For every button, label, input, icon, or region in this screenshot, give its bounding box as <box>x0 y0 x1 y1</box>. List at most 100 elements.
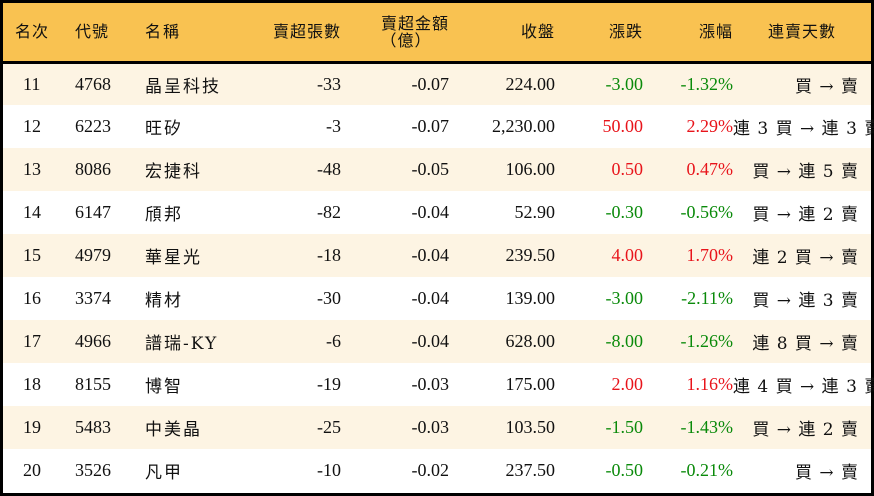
stock-code-cell: 8086 <box>75 159 111 179</box>
change-pct-cell: 0.47% <box>686 159 734 179</box>
table-row[interactable]: 18 8155 博智 -19 -0.03 175.00 2.00 1.16% 連 4 買 → 連… <box>3 363 874 406</box>
table-row[interactable]: 17 4966 譜瑞-KY -6 -0.04 628.00 -8.00 -1.26% 連 8 買… <box>3 320 871 363</box>
header-consecutive-days: 連賣天數 <box>733 3 871 64</box>
consecutive-days-cell: 買 → 連 5 賣 <box>752 162 859 182</box>
stock-name-cell: 博智 <box>145 377 183 397</box>
net-sell-lots-cell: -19 <box>317 374 341 394</box>
rank-cell: 11 <box>23 73 41 94</box>
stock-code-cell: 6147 <box>75 202 111 222</box>
price-change-cell: 0.50 <box>611 159 644 179</box>
table-row[interactable]: 11 4768 晶呈科技 -33 -0.07 224.00 -3.00 -1.32% 買 → 賣 <box>3 62 871 105</box>
header-change-pct: 漲幅 <box>643 3 733 64</box>
rank-cell: 14 <box>23 202 41 222</box>
close-price-cell: 239.50 <box>505 245 556 265</box>
net-sell-lots-cell: -6 <box>326 331 341 351</box>
stock-code-cell: 3526 <box>75 460 111 480</box>
table-row[interactable]: 19 5483 中美晶 -25 -0.03 103.50 -1.50 -1.43% 買 → 連 … <box>3 406 871 449</box>
consecutive-days-cell: 買 → 連 2 賣 <box>752 205 859 225</box>
change-pct-cell: -2.11% <box>681 288 733 308</box>
price-change-cell: 4.00 <box>611 245 644 265</box>
net-sell-lots-cell: -25 <box>317 417 341 437</box>
rank-cell: 19 <box>23 417 41 437</box>
close-price-cell: 139.00 <box>505 288 556 308</box>
consecutive-days-cell: 買 → 賣 <box>794 463 859 483</box>
change-pct-cell: 1.70% <box>686 245 734 265</box>
consecutive-days-cell: 連 2 買 → 賣 <box>752 248 859 268</box>
net-sell-lots-cell: -18 <box>317 245 341 265</box>
close-price-cell: 224.00 <box>505 73 556 94</box>
change-pct-cell: -1.26% <box>680 331 734 351</box>
net-sell-amount-cell: -0.04 <box>411 331 450 351</box>
stock-code-cell: 6223 <box>75 116 111 136</box>
table-row[interactable]: 20 3526 凡甲 -10 -0.02 237.50 -0.50 -0.21% 買 → 賣 <box>3 449 871 492</box>
header-net-sell-amount: 賣超金額 （億） <box>341 3 449 64</box>
net-sell-ranking-table: 名次 代號 名稱 賣超張數 賣超金額 （億） 收盤 漲跌 漲幅 連賣天數 11 4… <box>3 3 874 492</box>
change-pct-cell: -1.32% <box>680 73 734 94</box>
change-pct-cell: 1.16% <box>686 374 734 394</box>
close-price-cell: 103.50 <box>505 417 556 437</box>
close-price-cell: 106.00 <box>505 159 556 179</box>
close-price-cell: 237.50 <box>505 460 556 480</box>
net-sell-amount-cell: -0.03 <box>411 417 450 437</box>
net-sell-lots-cell: -33 <box>317 73 341 94</box>
net-sell-amount-cell: -0.05 <box>411 159 450 179</box>
header-net-sell-amount-line1: 賣超金額 <box>380 13 449 33</box>
stock-name-cell: 凡甲 <box>145 463 183 483</box>
header-row: 名次 代號 名稱 賣超張數 賣超金額 （億） 收盤 漲跌 漲幅 連賣天數 <box>3 3 871 64</box>
stock-code-cell: 3374 <box>75 288 111 308</box>
stock-code-cell: 4979 <box>75 245 111 265</box>
net-sell-amount-cell: -0.02 <box>411 460 450 480</box>
price-change-cell: -3.00 <box>605 288 644 308</box>
consecutive-days-cell: 連 3 買 → 連 3 賣 <box>733 119 874 139</box>
net-sell-amount-cell: -0.07 <box>411 73 450 94</box>
net-sell-lots-cell: -30 <box>317 288 341 308</box>
close-price-cell: 2,230.00 <box>492 116 555 136</box>
stock-name-cell: 晶呈科技 <box>145 76 221 97</box>
close-price-cell: 628.00 <box>505 331 556 351</box>
header-rank: 名次 <box>3 3 75 64</box>
table-header: 名次 代號 名稱 賣超張數 賣超金額 （億） 收盤 漲跌 漲幅 連賣天數 <box>3 3 871 64</box>
close-price-cell: 52.90 <box>514 202 556 222</box>
rank-cell: 17 <box>23 331 41 351</box>
change-pct-cell: -0.56% <box>680 202 734 222</box>
stock-code-cell: 8155 <box>75 374 111 394</box>
rank-cell: 12 <box>23 116 41 136</box>
stock-code-cell: 5483 <box>75 417 111 437</box>
consecutive-days-cell: 連 4 買 → 連 3 賣 <box>733 377 874 397</box>
header-change: 漲跌 <box>555 3 643 64</box>
net-sell-lots-cell: -48 <box>317 159 341 179</box>
net-sell-lots-cell: -82 <box>317 202 341 222</box>
table-body: 11 4768 晶呈科技 -33 -0.07 224.00 -3.00 -1.32% 買 → 賣… <box>3 62 874 492</box>
stock-code-cell: 4768 <box>75 73 111 94</box>
stock-code-cell: 4966 <box>75 331 111 351</box>
price-change-cell: 2.00 <box>611 374 644 394</box>
net-sell-amount-cell: -0.07 <box>411 116 450 136</box>
consecutive-days-cell: 連 8 買 → 賣 <box>752 334 859 354</box>
net-sell-lots-cell: -10 <box>317 460 341 480</box>
change-pct-cell: 2.29% <box>686 116 734 136</box>
change-pct-cell: -0.21% <box>680 460 734 480</box>
rank-cell: 20 <box>23 460 41 480</box>
stock-name-cell: 中美晶 <box>145 420 202 440</box>
stock-name-cell: 精材 <box>145 291 183 311</box>
stock-name-cell: 華星光 <box>145 248 202 268</box>
table-row[interactable]: 15 4979 華星光 -18 -0.04 239.50 4.00 1.70% 連 2 買 → … <box>3 234 871 277</box>
net-sell-amount-cell: -0.04 <box>411 202 450 222</box>
table-row[interactable]: 16 3374 精材 -30 -0.04 139.00 -3.00 -2.11% 買 → 連 3… <box>3 277 871 320</box>
price-change-cell: 50.00 <box>602 116 644 136</box>
table-row[interactable]: 14 6147 頎邦 -82 -0.04 52.90 -0.30 -0.56% 買 → 連 2 … <box>3 191 871 234</box>
stock-name-cell: 宏捷科 <box>145 162 202 182</box>
header-net-sell-lots: 賣超張數 <box>255 3 341 64</box>
close-price-cell: 175.00 <box>505 374 556 394</box>
consecutive-days-cell: 買 → 連 3 賣 <box>752 291 859 311</box>
rank-cell: 18 <box>23 374 41 394</box>
rank-cell: 15 <box>23 245 41 265</box>
table-row[interactable]: 12 6223 旺矽 -3 -0.07 2,230.00 50.00 2.29% 連 3 買 →… <box>3 105 874 148</box>
price-change-cell: -3.00 <box>605 73 644 94</box>
price-change-cell: -8.00 <box>605 331 644 351</box>
net-sell-amount-cell: -0.04 <box>411 245 450 265</box>
net-sell-lots-cell: -3 <box>326 116 341 136</box>
table-row[interactable]: 13 8086 宏捷科 -48 -0.05 106.00 0.50 0.47% 買 → 連 5 … <box>3 148 871 191</box>
rank-cell: 16 <box>23 288 41 308</box>
